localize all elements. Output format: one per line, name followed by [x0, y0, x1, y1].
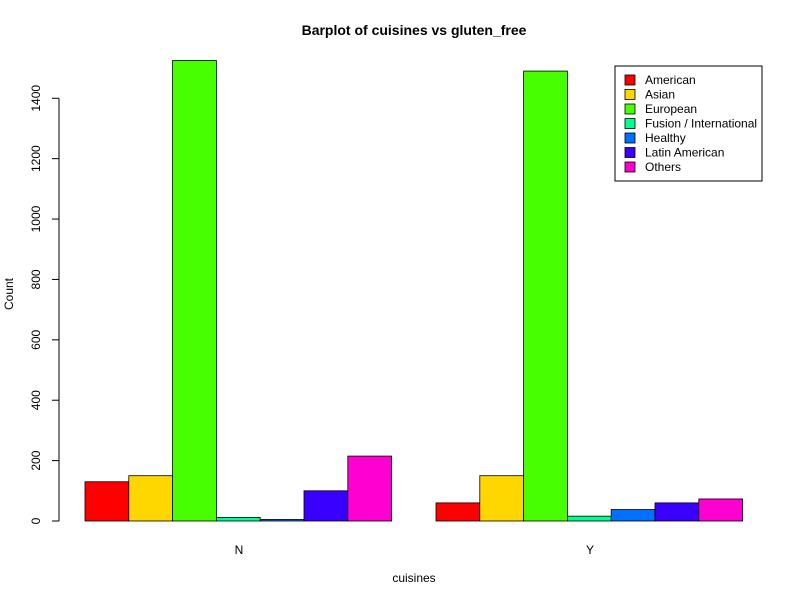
legend-swatch [624, 132, 636, 144]
y-tick-label: 600 [29, 329, 43, 349]
bar-N-others [347, 455, 392, 522]
legend-label: European [645, 102, 697, 116]
bar-Y-asian [479, 475, 524, 522]
y-axis: 0 200 400 600 800 1000 1200 1400 [29, 85, 60, 524]
bar-N-healthy [259, 519, 305, 522]
legend-box [614, 65, 763, 182]
legend-swatch [624, 118, 636, 129]
legend-swatch [624, 103, 636, 115]
bar-Y-latin-american [654, 502, 700, 522]
legend-swatch [624, 161, 636, 173]
bar-N-european [172, 60, 217, 522]
bar-Y-fusion-international [567, 515, 612, 522]
legend-label: Healthy [645, 131, 686, 145]
y-tick-label: 0 [29, 517, 43, 524]
y-tick-label: 1400 [29, 85, 43, 112]
chart-title: Barplot of cuisines vs gluten_free [302, 22, 527, 38]
legend-swatch [624, 147, 636, 158]
y-tick-label: 800 [29, 269, 43, 289]
legend-label: Others [645, 160, 681, 174]
x-category-label: N [235, 543, 244, 557]
y-tick-label: 1200 [29, 145, 43, 172]
bar-N-latin-american [303, 490, 349, 522]
y-tick-label: 200 [29, 450, 43, 470]
bar-N-asian [128, 475, 174, 522]
legend-label: Latin American [645, 146, 724, 160]
x-axis-label: cuisines [392, 571, 435, 585]
bar-Y-american [435, 502, 481, 522]
legend-label: American [645, 73, 696, 87]
legend-label: Asian [645, 88, 675, 102]
legend-swatch [624, 89, 636, 100]
y-tick-label: 400 [29, 390, 43, 410]
bar-Y-others [698, 498, 743, 522]
legend-swatch [624, 74, 636, 86]
bar-N-american [84, 481, 130, 522]
x-category-label: Y [586, 543, 594, 557]
bar-Y-european [523, 70, 568, 522]
y-axis-label: Count [2, 277, 16, 310]
bar-N-fusion-international [215, 516, 261, 522]
bar-Y-healthy [610, 509, 656, 522]
bars [84, 60, 743, 522]
legend-label: Fusion / International [645, 117, 757, 131]
y-tick-label: 1000 [29, 205, 43, 232]
